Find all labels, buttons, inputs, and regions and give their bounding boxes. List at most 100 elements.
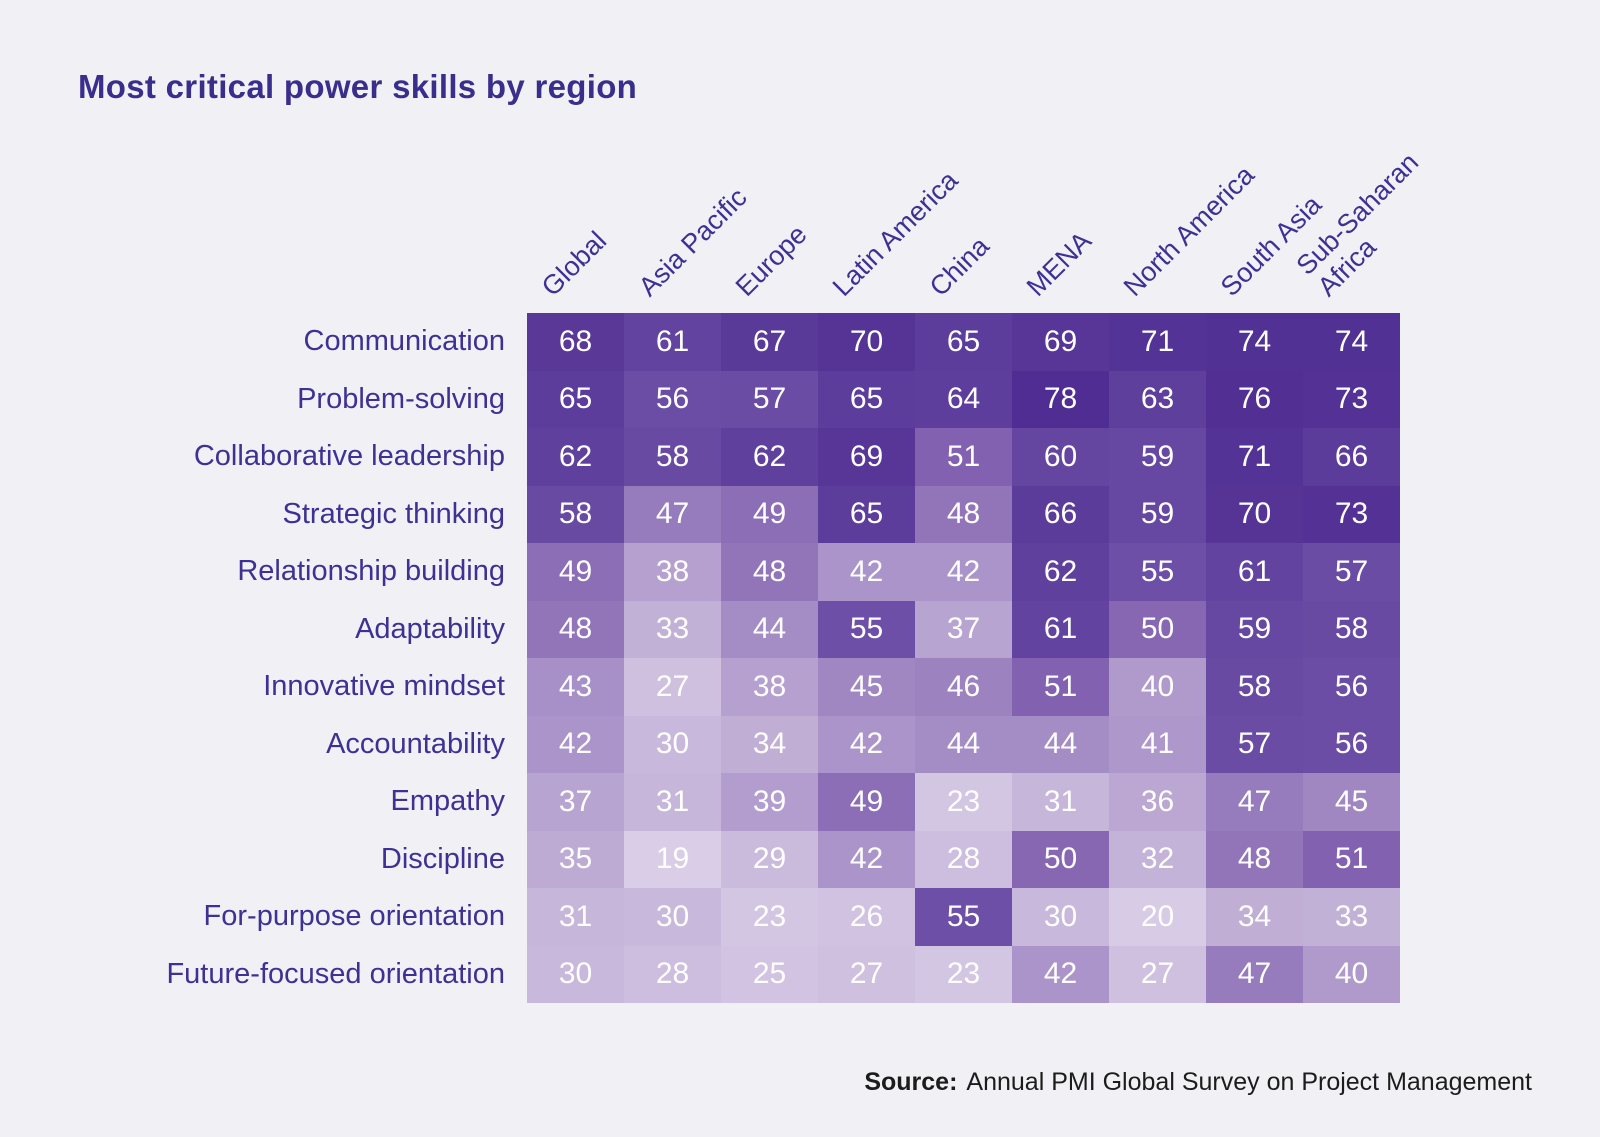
heatmap-cell: 23 bbox=[915, 945, 1012, 1003]
heatmap-cell: 58 bbox=[1303, 600, 1400, 658]
row-label: Empathy bbox=[390, 785, 505, 818]
source-line: Source: Annual PMI Global Survey on Proje… bbox=[864, 1068, 1532, 1097]
column-header-area: Global Asia Pacific Europe Latin America Chi… bbox=[527, 0, 1425, 313]
heatmap-cell: 30 bbox=[1012, 888, 1109, 946]
heatmap-cell: 55 bbox=[915, 888, 1012, 946]
heatmap-cell: 76 bbox=[1206, 370, 1303, 428]
heatmap-cell: 47 bbox=[1206, 773, 1303, 831]
heatmap-cell: 33 bbox=[624, 600, 721, 658]
heatmap-cell: 28 bbox=[915, 830, 1012, 888]
heatmap-cell: 31 bbox=[624, 773, 721, 831]
heatmap-cell: 37 bbox=[527, 773, 624, 831]
heatmap-cell: 42 bbox=[818, 715, 915, 773]
row-label: Future-focused orientation bbox=[166, 957, 505, 990]
heatmap-cell: 34 bbox=[721, 715, 818, 773]
heatmap-cell: 57 bbox=[1303, 543, 1400, 601]
heatmap-cell: 56 bbox=[1303, 715, 1400, 773]
row-label: Accountability bbox=[326, 727, 505, 760]
heatmap-cell: 68 bbox=[527, 313, 624, 371]
heatmap-cell: 73 bbox=[1303, 370, 1400, 428]
heatmap-cell: 31 bbox=[1012, 773, 1109, 831]
heatmap-cell: 49 bbox=[721, 485, 818, 543]
heatmap-cell: 70 bbox=[818, 313, 915, 371]
heatmap-cell: 49 bbox=[527, 543, 624, 601]
heatmap-cell: 40 bbox=[1303, 945, 1400, 1003]
heatmap-cell: 40 bbox=[1109, 658, 1206, 716]
heatmap-cell: 59 bbox=[1109, 428, 1206, 486]
row-label: Problem-solving bbox=[297, 382, 505, 415]
heatmap-cell: 67 bbox=[721, 313, 818, 371]
row-label: Innovative mindset bbox=[263, 670, 505, 703]
heatmap-cell: 63 bbox=[1109, 370, 1206, 428]
heatmap-cell: 45 bbox=[818, 658, 915, 716]
heatmap-cell: 61 bbox=[624, 313, 721, 371]
heatmap-cell: 33 bbox=[1303, 888, 1400, 946]
heatmap-cell: 73 bbox=[1303, 485, 1400, 543]
heatmap-cell: 30 bbox=[624, 888, 721, 946]
heatmap-cell: 64 bbox=[915, 370, 1012, 428]
heatmap-cell: 42 bbox=[818, 543, 915, 601]
heatmap-cell: 56 bbox=[624, 370, 721, 428]
heatmap-cell: 20 bbox=[1109, 888, 1206, 946]
page-title: Most critical power skills by region bbox=[78, 68, 638, 105]
heatmap-cell: 25 bbox=[721, 945, 818, 1003]
heatmap-cell: 38 bbox=[721, 658, 818, 716]
heatmap-cell: 28 bbox=[624, 945, 721, 1003]
heatmap-cell: 36 bbox=[1109, 773, 1206, 831]
heatmap-cell: 42 bbox=[818, 830, 915, 888]
heatmap-cell: 58 bbox=[527, 485, 624, 543]
heatmap-cell: 69 bbox=[1012, 313, 1109, 371]
heatmap-cell: 39 bbox=[721, 773, 818, 831]
heatmap-cell: 74 bbox=[1303, 313, 1400, 371]
heatmap-cell: 59 bbox=[1206, 600, 1303, 658]
heatmap-cell: 61 bbox=[1206, 543, 1303, 601]
heatmap-cell: 29 bbox=[721, 830, 818, 888]
source-text: Annual PMI Global Survey on Project Mana… bbox=[966, 1068, 1532, 1096]
heatmap-cell: 78 bbox=[1012, 370, 1109, 428]
heatmap-cell: 60 bbox=[1012, 428, 1109, 486]
heatmap-cell: 47 bbox=[1206, 945, 1303, 1003]
heatmap-cell: 19 bbox=[624, 830, 721, 888]
row-label: Communication bbox=[303, 325, 505, 358]
heatmap-cell: 27 bbox=[818, 945, 915, 1003]
heatmap-cell: 37 bbox=[915, 600, 1012, 658]
heatmap-cell: 50 bbox=[1109, 600, 1206, 658]
heatmap-cell: 32 bbox=[1109, 830, 1206, 888]
heatmap-cell: 62 bbox=[721, 428, 818, 486]
heatmap-cell: 44 bbox=[1012, 715, 1109, 773]
heatmap-cell: 66 bbox=[1012, 485, 1109, 543]
heatmap-cell: 26 bbox=[818, 888, 915, 946]
heatmap-cell: 58 bbox=[1206, 658, 1303, 716]
heatmap-cell: 49 bbox=[818, 773, 915, 831]
heatmap-cell: 42 bbox=[527, 715, 624, 773]
heatmap-cell: 65 bbox=[818, 485, 915, 543]
heatmap-cell: 51 bbox=[915, 428, 1012, 486]
heatmap-cell: 70 bbox=[1206, 485, 1303, 543]
heatmap-cell: 46 bbox=[915, 658, 1012, 716]
heatmap-cell: 48 bbox=[1206, 830, 1303, 888]
column-label: Sub-Saharan Africa bbox=[1290, 147, 1425, 302]
heatmap-cell: 44 bbox=[915, 715, 1012, 773]
heatmap-cell: 48 bbox=[915, 485, 1012, 543]
column-label: China bbox=[923, 230, 995, 302]
heatmap-cell: 65 bbox=[818, 370, 915, 428]
heatmap-cell: 50 bbox=[1012, 830, 1109, 888]
heatmap-cell: 43 bbox=[527, 658, 624, 716]
row-label: Adaptability bbox=[355, 612, 505, 645]
heatmap-cell: 42 bbox=[1012, 945, 1109, 1003]
heatmap-cell: 27 bbox=[624, 658, 721, 716]
heatmap-cell: 51 bbox=[1303, 830, 1400, 888]
heatmap-cell: 57 bbox=[721, 370, 818, 428]
heatmap-cell: 45 bbox=[1303, 773, 1400, 831]
heatmap-cell: 48 bbox=[721, 543, 818, 601]
heatmap-cell: 59 bbox=[1109, 485, 1206, 543]
heatmap-cell: 47 bbox=[624, 485, 721, 543]
row-label: Strategic thinking bbox=[282, 497, 505, 530]
heatmap-grid: 68 61 67 70 65 69 71 74 74 65 56 57 65 64 78 63 76 73 62 58… bbox=[527, 313, 1400, 1003]
heatmap-cell: 31 bbox=[527, 888, 624, 946]
heatmap-cell: 57 bbox=[1206, 715, 1303, 773]
heatmap-cell: 23 bbox=[915, 773, 1012, 831]
heatmap-cell: 65 bbox=[915, 313, 1012, 371]
heatmap-cell: 30 bbox=[527, 945, 624, 1003]
